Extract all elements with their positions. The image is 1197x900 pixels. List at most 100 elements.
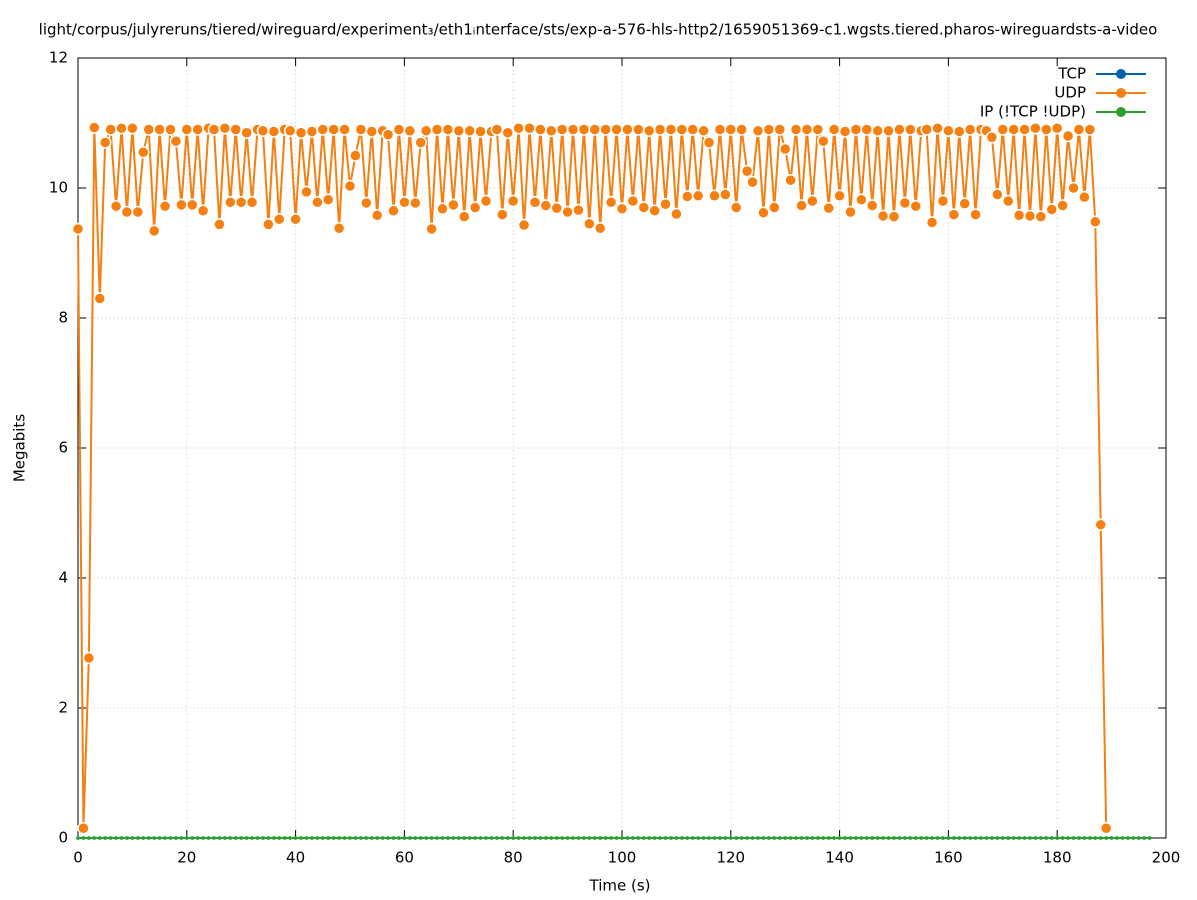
data-point [713, 123, 727, 136]
y-axis-label: Megabits [11, 414, 29, 482]
data-point [838, 125, 852, 138]
data-point [76, 836, 80, 840]
data-point [528, 196, 542, 209]
data-point [108, 836, 113, 840]
data-point [1126, 836, 1130, 840]
x-axis-label: Time (s) [589, 877, 651, 895]
data-point [273, 212, 286, 226]
data-point [153, 123, 166, 136]
data-point [266, 836, 271, 840]
data-point [697, 124, 710, 138]
data-point [478, 836, 483, 840]
data-point [142, 123, 155, 136]
data-point [833, 189, 846, 203]
data-point [777, 836, 782, 840]
data-point [338, 123, 351, 136]
data-point [936, 194, 950, 208]
data-point [98, 136, 112, 149]
data-point [479, 194, 493, 208]
data-point [663, 836, 668, 840]
data-point [1040, 123, 1053, 136]
data-point [931, 121, 944, 135]
data-point [865, 199, 879, 212]
data-point [381, 128, 395, 141]
data-point [245, 196, 259, 209]
data-point [708, 189, 721, 203]
data-point [343, 179, 357, 193]
data-point [821, 836, 826, 840]
data-point [751, 124, 765, 138]
data-point [990, 836, 994, 840]
data-point [174, 836, 178, 840]
data-point [963, 123, 977, 136]
data-point [876, 209, 890, 223]
data-point [484, 836, 488, 840]
data-point [757, 206, 770, 219]
data-point [364, 836, 369, 840]
data-point [522, 836, 526, 840]
data-point [604, 196, 618, 209]
data-point [691, 189, 705, 203]
data-point [572, 203, 585, 217]
data-point [1049, 836, 1054, 840]
data-point [538, 836, 543, 840]
data-point [1147, 836, 1152, 840]
data-point [495, 836, 499, 840]
data-point [658, 836, 662, 840]
data-point [854, 836, 858, 840]
data-point [1078, 190, 1091, 204]
data-point [516, 836, 521, 840]
data-point [860, 123, 874, 136]
data-point [957, 836, 962, 840]
data-point [349, 149, 362, 162]
data-point [870, 836, 875, 840]
data-point [169, 134, 183, 148]
data-point [652, 836, 657, 840]
data-point [409, 196, 422, 210]
data-point [837, 836, 842, 840]
data-point [463, 124, 476, 138]
data-point [392, 123, 406, 136]
data-point [816, 836, 820, 840]
data-point [1001, 194, 1015, 208]
data-point [859, 836, 864, 840]
data-point [380, 836, 385, 840]
data-point [1006, 836, 1011, 840]
data-point [185, 198, 199, 212]
data-point [157, 836, 162, 840]
data-point [120, 205, 134, 219]
data-point [114, 836, 118, 840]
legend-marker [1116, 69, 1126, 79]
data-point [588, 123, 602, 136]
data-point [565, 836, 570, 840]
data-point [718, 836, 722, 840]
data-point [881, 836, 885, 840]
data-point [375, 836, 380, 840]
data-point [447, 198, 460, 212]
data-point [610, 123, 623, 136]
data-point [767, 836, 771, 840]
data-point [1083, 123, 1097, 136]
data-point [648, 204, 661, 217]
data-point [136, 836, 140, 840]
data-point [919, 836, 923, 840]
data-point [806, 194, 819, 208]
data-point [255, 836, 260, 840]
data-point [321, 193, 335, 206]
data-point [789, 123, 803, 136]
data-point [554, 836, 559, 840]
data-point [207, 123, 221, 136]
data-point [88, 121, 101, 134]
x-tick-label: 160 [934, 849, 963, 867]
data-point [669, 836, 673, 840]
data-point [702, 136, 716, 149]
data-point [534, 123, 547, 136]
data-point [603, 836, 608, 840]
x-tick-label: 0 [73, 849, 83, 867]
data-point [1061, 129, 1075, 143]
x-tick-label: 40 [286, 849, 305, 867]
data-point [315, 836, 320, 840]
data-point [768, 201, 781, 214]
data-point [441, 123, 455, 136]
data-point [913, 836, 918, 840]
